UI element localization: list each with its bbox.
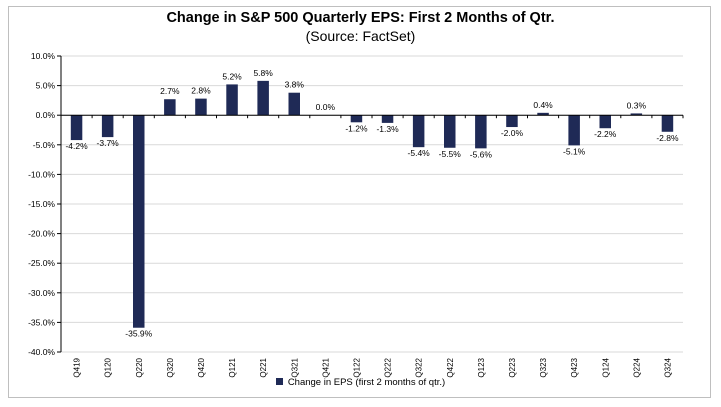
bar (381, 115, 394, 123)
data-label: -1.2% (345, 123, 368, 133)
x-tick-label: Q122 (352, 357, 361, 377)
y-tick-label: -35.0% (28, 317, 55, 327)
y-tick-label: -10.0% (28, 169, 55, 179)
data-label: 3.8% (285, 80, 305, 90)
data-label: 0.4% (533, 100, 553, 110)
legend: Change in EPS (first 2 months of qtr.) (0, 377, 721, 388)
y-tick-label: 10.0% (31, 51, 56, 61)
y-tick-label: 5.0% (36, 81, 56, 91)
chart-subtitle: (Source: FactSet) (305, 28, 416, 44)
data-label: -3.7% (97, 138, 120, 148)
data-label: -2.0% (501, 128, 524, 138)
data-label: 0.3% (627, 100, 647, 110)
x-tick-label: Q323 (539, 357, 548, 377)
bar (288, 92, 300, 116)
y-tick-label: -20.0% (28, 229, 55, 239)
x-tick-label: Q322 (415, 357, 424, 377)
bar (133, 115, 145, 328)
bar (661, 115, 674, 132)
data-label: -35.9% (125, 329, 152, 339)
gridlines (61, 55, 683, 353)
bar (412, 115, 425, 148)
x-tick-label: Q324 (663, 357, 672, 377)
bar-series (70, 80, 674, 328)
data-label: -1.3% (376, 124, 399, 134)
legend-label: Change in EPS (first 2 months of qtr.) (287, 377, 446, 388)
bar (257, 80, 269, 116)
data-label: -5.4% (408, 148, 431, 158)
data-label: -5.1% (563, 146, 586, 156)
x-tick-label: Q222 (384, 357, 393, 377)
bar (101, 115, 114, 138)
y-tick-label: 0.0% (36, 110, 56, 120)
data-labels: -4.2% -3.7% -35.9% 2.7% 2.8% 5.2% 5.8% 3.8% 0.0%… (65, 68, 679, 339)
bar (506, 115, 518, 128)
data-label: -5.6% (470, 149, 493, 159)
data-label: -4.2% (65, 141, 88, 151)
bar (568, 115, 580, 146)
bar (70, 115, 83, 141)
x-tick-label: Q121 (228, 357, 237, 377)
bar (444, 115, 456, 148)
data-label: 5.2% (222, 71, 242, 81)
x-tick-label: Q421 (321, 357, 330, 377)
chart-title: Change in S&P 500 Quarterly EPS: First 2… (166, 10, 555, 26)
x-tick-label: Q223 (508, 357, 517, 377)
x-tick-label: Q320 (166, 357, 175, 377)
x-tick-label: Q123 (477, 357, 486, 377)
bar (195, 98, 207, 116)
x-tick-label: Q220 (135, 357, 144, 377)
bar (164, 99, 176, 116)
y-tick-label: -40.0% (28, 347, 55, 357)
legend-swatch (275, 378, 283, 385)
bar (350, 115, 363, 123)
data-label: 5.8% (253, 68, 273, 78)
x-tick-label: Q321 (290, 357, 299, 377)
x-tick-label: Q422 (446, 357, 455, 377)
data-label: 0.0% (316, 102, 336, 112)
y-axis-ticks: 10.0% 5.0% 0.0% -5.0% -10.0% -15.0% -20.0% -25.… (28, 51, 61, 357)
x-tick-label: Q423 (570, 357, 579, 377)
bar (226, 84, 238, 116)
data-label: -2.2% (594, 129, 617, 139)
bar (630, 113, 643, 116)
x-tick-label: Q120 (104, 357, 113, 377)
y-tick-label: -25.0% (28, 258, 55, 268)
x-tick-label: Q420 (197, 357, 206, 377)
data-label: -5.5% (439, 149, 462, 159)
chart-frame (8, 6, 711, 398)
data-label: 2.8% (191, 86, 211, 96)
bar (599, 115, 611, 129)
x-tick-label: Q124 (601, 357, 610, 377)
data-label: -2.8% (656, 133, 679, 143)
x-tick-label: Q221 (259, 357, 268, 377)
bar (475, 115, 487, 149)
y-tick-label: -5.0% (33, 140, 56, 150)
bar (537, 112, 549, 116)
data-label: 2.7% (160, 86, 180, 96)
y-tick-label: -15.0% (28, 199, 55, 209)
x-axis-ticks: Q419 Q120 Q220 Q320 Q420 Q121 Q221 Q321 Q421 Q122… (73, 115, 684, 378)
y-tick-label: -30.0% (28, 288, 55, 298)
x-tick-label: Q419 (73, 357, 82, 377)
x-tick-label: Q224 (632, 357, 641, 377)
